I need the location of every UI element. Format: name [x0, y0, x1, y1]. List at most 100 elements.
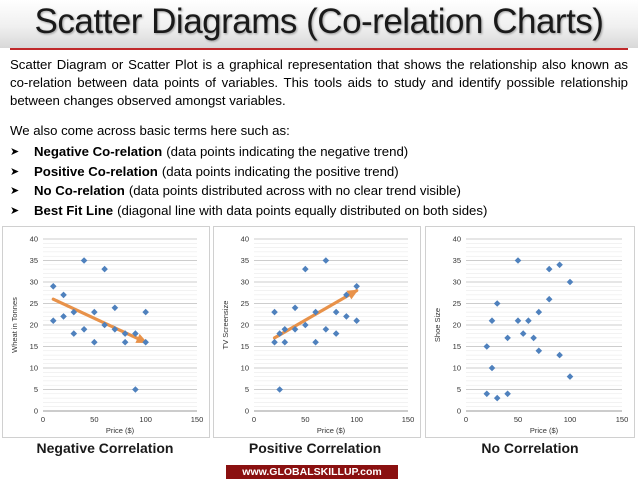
- positive-correlation-chart: 0 5 10 15 20 25 30 35 40 0 50 100 150 Price ($) TV Scr…: [221, 235, 414, 436]
- data-point: [504, 390, 511, 398]
- term-description: (data points indicating the positive tre…: [161, 163, 399, 179]
- data-point: [535, 308, 543, 316]
- data-point: [530, 334, 537, 342]
- data-point: [488, 364, 496, 372]
- y-axis-label: Shoe Size: [433, 308, 442, 342]
- data-point: [566, 373, 574, 380]
- data-point: [343, 313, 350, 320]
- negative-correlation-chart: 0 5 10 15 20 25 30 35 40 0 50 100 150 Price ($) Wheat …: [10, 235, 204, 436]
- x-tick-label: 100: [139, 415, 152, 424]
- data-point: [493, 394, 501, 402]
- y-tick-label: 40: [30, 235, 38, 244]
- data-point: [514, 317, 522, 324]
- data-point: [101, 265, 108, 273]
- data-point: [49, 317, 57, 324]
- data-point: [302, 265, 309, 273]
- y-tick-label: 30: [453, 278, 461, 287]
- data-point: [332, 308, 340, 316]
- data-point: [488, 317, 496, 324]
- list-item: ➤ Best Fit Line (diagonal line with data p…: [10, 201, 628, 221]
- data-point: [535, 347, 543, 355]
- data-point: [291, 304, 299, 312]
- y-axis-label: TV Screensize: [221, 301, 230, 350]
- arrow-bullet-icon: ➤: [10, 145, 20, 158]
- data-point: [312, 338, 319, 346]
- data-point: [271, 308, 278, 316]
- y-tick-label: 10: [241, 364, 249, 373]
- x-axis-label: Price ($): [106, 426, 135, 435]
- y-tick-label: 25: [30, 299, 38, 308]
- y-tick-label: 35: [241, 256, 249, 265]
- arrow-bullet-icon: ➤: [10, 164, 20, 178]
- best-fit-line: [51, 297, 148, 344]
- y-tick-label: 40: [241, 235, 249, 244]
- data-point: [343, 291, 350, 299]
- data-point: [70, 330, 78, 337]
- x-tick-label: 0: [464, 415, 468, 424]
- data-point: [545, 295, 553, 303]
- x-tick-label: 50: [301, 415, 309, 424]
- y-tick-label: 10: [453, 364, 461, 373]
- data-point: [312, 308, 319, 316]
- arrow-bullet-icon: ➤: [10, 184, 20, 197]
- x-tick-label: 0: [252, 415, 256, 424]
- chart-panel-positive: 0 5 10 15 20 25 30 35 40 0 50 100 150 Price ($) TV Scr…: [213, 226, 421, 438]
- footer-url: www.GLOBALSKILLUP.com: [226, 465, 398, 479]
- chart-panel-negative: 0 5 10 15 20 25 30 35 40 0 50 100 150 Price ($) Wheat …: [2, 226, 210, 438]
- y-tick-label: 35: [453, 256, 461, 265]
- x-axis-label: Price ($): [317, 426, 346, 435]
- no-correlation-chart: 0 5 10 15 20 25 30 35 40 0 50 100 150 Price ($) Shoe S…: [433, 235, 629, 436]
- term-description: (data points indicating the negative tre…: [166, 144, 409, 159]
- data-point: [332, 330, 340, 337]
- data-point: [525, 317, 532, 324]
- intro-paragraph: Scatter Diagram or Scatter Plot is a gra…: [10, 57, 628, 108]
- data-point: [322, 326, 330, 333]
- caption-positive: Positive Correlation: [248, 440, 382, 456]
- chart-panel-none: 0 5 10 15 20 25 30 35 40 0 50 100 150 Price ($) Shoe S…: [425, 226, 635, 438]
- x-tick-label: 50: [90, 415, 98, 424]
- caption-negative: Negative Correlation: [36, 440, 174, 456]
- data-point: [519, 330, 527, 337]
- data-point: [132, 386, 139, 393]
- list-item: ➤ No Co-relation (data points distributed …: [10, 181, 628, 201]
- y-tick-label: 20: [30, 321, 38, 330]
- data-point: [60, 291, 67, 299]
- data-point: [281, 338, 289, 346]
- y-tick-label: 35: [30, 256, 38, 265]
- x-tick-label: 100: [564, 415, 577, 424]
- term-description: (diagonal line with data points equally …: [117, 202, 488, 218]
- data-point: [322, 257, 330, 264]
- data-point: [353, 317, 360, 324]
- term-list: ➤ Negative Co-relation (data points indica…: [10, 142, 628, 220]
- x-tick-label: 100: [350, 415, 363, 424]
- data-point: [556, 261, 563, 269]
- term-label: Negative Co-relation: [34, 144, 163, 159]
- y-tick-label: 15: [453, 342, 461, 351]
- y-tick-label: 5: [457, 385, 461, 394]
- x-tick-label: 0: [41, 415, 45, 424]
- x-tick-label: 150: [191, 415, 204, 424]
- y-tick-label: 20: [453, 321, 461, 330]
- y-tick-label: 25: [241, 299, 249, 308]
- data-point: [566, 278, 574, 286]
- data-point: [556, 351, 563, 359]
- y-tick-label: 30: [241, 278, 249, 287]
- x-tick-label: 50: [514, 415, 522, 424]
- x-tick-label: 150: [616, 415, 629, 424]
- y-tick-label: 15: [30, 342, 38, 351]
- x-axis-label: Price ($): [530, 426, 559, 435]
- y-tick-label: 40: [453, 235, 461, 244]
- y-tick-label: 25: [453, 299, 461, 308]
- data-point: [49, 283, 57, 290]
- term-description: (data points distributed across with no …: [128, 183, 461, 198]
- y-tick-label: 20: [241, 321, 249, 330]
- term-label: No Co-relation: [34, 183, 125, 198]
- y-tick-label: 5: [34, 385, 38, 394]
- data-point: [60, 313, 67, 320]
- title-underline: [10, 48, 628, 50]
- list-item: ➤ Positive Co-relation (data points indica…: [10, 162, 628, 182]
- data-point: [483, 390, 491, 398]
- data-point: [91, 338, 98, 346]
- data-point: [70, 308, 78, 316]
- best-fit-arrowhead: [346, 289, 359, 300]
